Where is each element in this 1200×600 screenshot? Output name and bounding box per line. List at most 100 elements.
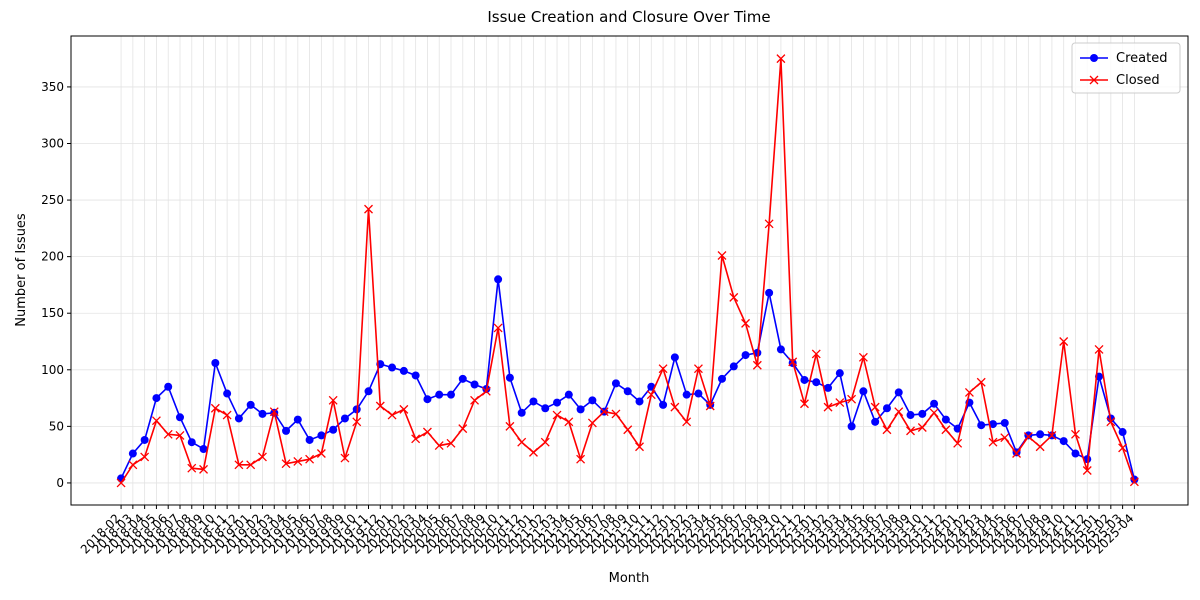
marker: [953, 438, 963, 448]
marker: [811, 349, 821, 359]
marker: [646, 390, 656, 400]
marker: [258, 409, 267, 418]
marker: [776, 54, 786, 64]
marker: [847, 394, 857, 404]
marker: [388, 363, 397, 372]
marker: [269, 407, 279, 417]
marker: [458, 424, 468, 434]
marker: [847, 422, 856, 431]
marker: [234, 414, 243, 423]
marker: [222, 410, 232, 420]
marker: [175, 430, 185, 440]
marker: [246, 460, 256, 470]
marker: [411, 371, 420, 380]
marker: [152, 394, 161, 403]
marker: [611, 409, 621, 419]
marker: [906, 426, 915, 436]
legend-label: Closed: [1116, 73, 1160, 88]
marker: [435, 390, 444, 399]
marker: [128, 460, 138, 470]
marker: [705, 401, 715, 411]
marker: [128, 449, 137, 458]
marker: [824, 383, 833, 392]
marker: [682, 417, 692, 427]
marker: [140, 452, 150, 462]
marker: [823, 402, 833, 412]
marker: [281, 459, 291, 469]
marker: [800, 399, 809, 409]
chart-title: Issue Creation and Closure Over Time: [487, 8, 770, 26]
marker: [446, 390, 455, 399]
marker: [871, 417, 880, 426]
marker: [352, 417, 362, 427]
marker: [422, 427, 432, 437]
marker: [175, 413, 184, 422]
marker: [659, 400, 668, 409]
marker: [364, 204, 373, 214]
marker: [1059, 437, 1068, 446]
marker: [776, 345, 785, 354]
marker: [293, 415, 302, 424]
marker: [1036, 430, 1045, 439]
y-tick-label: 0: [56, 476, 64, 490]
marker: [858, 352, 868, 362]
marker: [505, 373, 514, 382]
marker: [906, 411, 915, 420]
marker: [316, 449, 326, 458]
marker: [317, 431, 326, 440]
legend-label: Created: [1116, 51, 1167, 66]
marker: [517, 408, 526, 417]
marker: [729, 362, 738, 371]
marker: [930, 399, 939, 408]
marker: [258, 452, 267, 462]
marker: [988, 437, 998, 447]
marker: [210, 403, 220, 413]
marker: [552, 410, 562, 420]
marker: [717, 374, 726, 383]
marker: [140, 435, 149, 444]
marker: [399, 366, 408, 375]
y-tick-label: 100: [41, 363, 64, 377]
marker: [635, 397, 644, 406]
marker: [1082, 466, 1092, 475]
marker: [929, 408, 939, 418]
marker: [953, 424, 962, 433]
marker: [741, 351, 750, 360]
marker: [859, 387, 868, 396]
marker: [611, 379, 620, 388]
marker: [328, 395, 338, 405]
marker: [293, 456, 303, 466]
marker: [752, 360, 762, 370]
marker: [458, 374, 467, 383]
marker: [1071, 429, 1080, 439]
marker: [151, 416, 161, 426]
y-tick-label: 50: [49, 419, 64, 433]
marker: [199, 444, 208, 453]
marker: [1071, 449, 1080, 458]
marker: [1106, 417, 1116, 427]
marker: [894, 407, 904, 417]
marker: [187, 463, 197, 473]
marker: [329, 425, 338, 434]
x-axis-label: Month: [609, 571, 650, 586]
marker: [800, 375, 809, 384]
marker: [835, 369, 844, 378]
marker: [246, 400, 255, 409]
marker: [387, 410, 397, 420]
marker: [234, 460, 244, 470]
y-tick-label: 300: [41, 136, 64, 150]
marker: [599, 407, 609, 417]
marker: [564, 390, 573, 399]
marker: [1000, 418, 1009, 427]
marker: [470, 395, 480, 405]
marker: [882, 404, 891, 413]
marker: [623, 387, 632, 396]
marker: [988, 420, 997, 429]
marker: [1023, 432, 1033, 442]
marker: [529, 447, 538, 457]
marker: [164, 382, 173, 391]
marker: [882, 425, 892, 435]
marker: [741, 318, 751, 328]
marker: [693, 364, 703, 374]
